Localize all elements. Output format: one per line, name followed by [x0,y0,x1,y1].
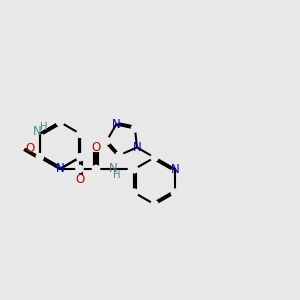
Circle shape [130,166,138,173]
Text: O: O [92,141,100,154]
Circle shape [56,118,64,126]
Circle shape [77,130,84,137]
Circle shape [151,154,158,161]
Text: N: N [56,162,64,176]
Text: N: N [109,162,118,176]
Text: N: N [170,163,179,176]
Text: O: O [76,172,85,186]
Circle shape [131,125,139,132]
Circle shape [77,154,84,161]
Circle shape [128,165,136,172]
Circle shape [171,189,178,196]
Circle shape [116,152,123,159]
Circle shape [151,201,158,208]
Text: H: H [113,170,121,180]
Text: H: H [40,122,48,132]
Circle shape [36,154,43,161]
Circle shape [103,137,110,145]
Text: N: N [33,125,42,138]
Text: O: O [25,142,34,155]
Circle shape [76,165,83,172]
Circle shape [130,189,138,196]
Text: N: N [133,141,141,154]
Circle shape [92,165,100,172]
Text: N: N [112,118,121,131]
